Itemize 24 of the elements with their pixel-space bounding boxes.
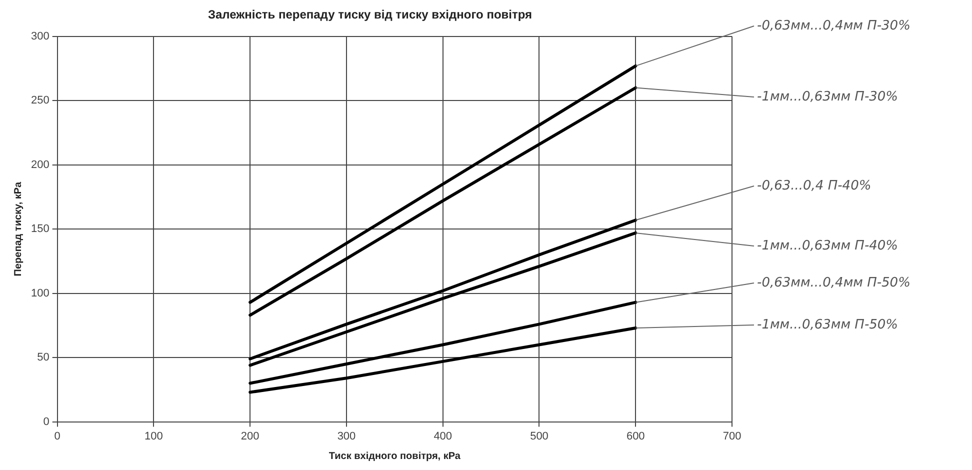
x-tick-label: 200 <box>240 430 260 442</box>
text: -1мм...0,63мм П-50% <box>757 317 898 332</box>
text: -0,63мм...0,4мм П-30% <box>757 18 910 34</box>
x-tick-label: 300 <box>337 430 356 442</box>
y-tick-label: 200 <box>30 158 50 171</box>
x-tick-label: 600 <box>626 430 645 442</box>
x-tick-label: 400 <box>434 430 452 442</box>
y-tick-label: 250 <box>30 94 50 107</box>
y-tick-label: 100 <box>30 287 50 300</box>
text: -0,63мм...0,4мм П-50% <box>757 275 910 290</box>
y-tick-label: 0 <box>43 416 50 428</box>
text: -0,63...0,4 П-40% <box>757 178 872 194</box>
x-tick-label: 100 <box>144 430 163 442</box>
x-tick-label: 0 <box>54 430 60 442</box>
y-axis-title: Перепад тиску, кРа <box>12 182 24 276</box>
chart-title: Залежність перепаду тиску від тиску вхідного повітря <box>208 8 532 22</box>
y-tick-label: 150 <box>30 223 50 236</box>
text: -1мм...0,63мм П-40% <box>757 238 898 254</box>
text: -1мм...0,63мм П-30% <box>757 89 898 104</box>
y-tick-label: 50 <box>37 352 50 364</box>
x-axis-title: Тиск вхідного повітря, кРа <box>328 450 461 462</box>
x-tick-label: 500 <box>530 430 548 442</box>
x-tick-label: 700 <box>722 430 742 442</box>
y-tick-label: 300 <box>30 30 50 42</box>
